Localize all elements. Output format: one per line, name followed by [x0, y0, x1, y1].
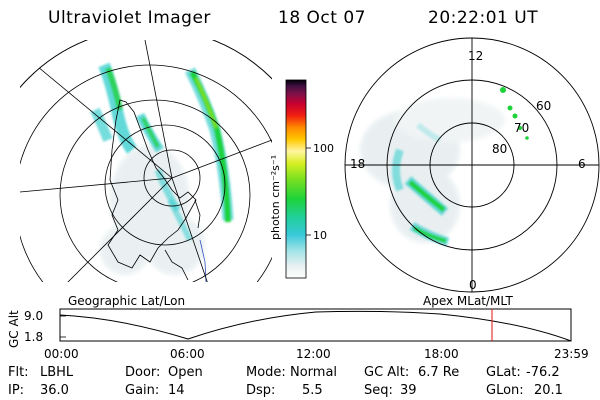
alt-xtick-0600: 06:00 — [170, 347, 205, 361]
left-map-label: Geographic Lat/Lon — [68, 294, 185, 308]
dsp-value: 5.5 — [302, 383, 323, 398]
mlt-label-0: 0 — [469, 278, 477, 292]
mlt-label-6: 6 — [578, 157, 586, 171]
right-map-label: Apex MLat/MLT — [423, 294, 513, 308]
glon-value: 20.1 — [534, 383, 563, 398]
gain-label: Gain: — [125, 383, 160, 398]
instrument-title: Ultraviolet Imager — [48, 8, 211, 28]
gcalt-label: GC Alt: — [364, 365, 410, 380]
gcalt-value: 6.7 Re — [418, 365, 460, 380]
mlat-label-70: 70 — [514, 121, 529, 135]
geographic-map — [20, 40, 272, 282]
alt-ytick-9: 9.0 — [24, 309, 43, 323]
alt-xtick-2359: 23:59 — [554, 347, 589, 361]
altitude-plot: Geographic Lat/Lon Apex MLat/MLT 9.0 1.8… — [7, 294, 589, 361]
glat-label: GLat: — [486, 365, 521, 380]
glat-value: -76.2 — [526, 365, 560, 380]
mlt-meridians — [345, 38, 599, 292]
door-label: Door: — [125, 365, 161, 380]
seq-value: 39 — [400, 383, 417, 398]
mlt-label-18: 18 — [350, 157, 365, 171]
gain-value: 14 — [168, 383, 185, 398]
glon-label: GLon: — [486, 383, 524, 398]
ip-label: IP: — [8, 383, 25, 398]
header-date: 18 Oct 07 — [278, 8, 366, 28]
flt-value: LBHL — [40, 365, 74, 380]
colorbar-unit-label: photon cm⁻²s⁻¹ — [269, 155, 282, 240]
longitude-lines — [20, 40, 272, 282]
colorbar: 100 10 photon cm⁻²s⁻¹ — [269, 79, 334, 279]
dayside-spots — [500, 87, 529, 140]
emission-haze-left — [100, 145, 205, 275]
mlat-label-80: 80 — [492, 142, 507, 156]
ip-value: 36.0 — [40, 383, 69, 398]
mlat-mlt-polar-map: 12 18 6 0 60 70 80 — [344, 37, 600, 293]
door-value: Open — [168, 365, 203, 380]
dsp-label: Dsp: — [246, 383, 276, 398]
flt-label: Flt: — [8, 365, 29, 380]
mode-value: Normal — [290, 365, 338, 380]
coastline — [107, 99, 197, 269]
alt-ytick-1.8: 1.8 — [24, 330, 43, 344]
alt-xtick-0000: 00:00 — [44, 347, 79, 361]
auroral-arcs-right — [392, 122, 450, 247]
colorbar-tick-label-100: 100 — [313, 142, 334, 155]
alt-xtick-1800: 18:00 — [424, 347, 459, 361]
mode-label: Mode: — [246, 365, 286, 380]
alt-xtick-1200: 12:00 — [296, 347, 331, 361]
altitude-curve — [59, 310, 572, 342]
altitude-plot-frame — [59, 308, 572, 342]
header-time: 20:22:01 UT — [428, 8, 539, 28]
emission-haze-right — [360, 98, 505, 243]
seq-label: Seq: — [364, 383, 393, 398]
colorbar-tick-label-10: 10 — [313, 229, 327, 242]
mlat-label-60: 60 — [536, 99, 551, 113]
mlt-label-12: 12 — [468, 49, 483, 63]
alt-ylabel: GC Alt — [7, 310, 21, 348]
